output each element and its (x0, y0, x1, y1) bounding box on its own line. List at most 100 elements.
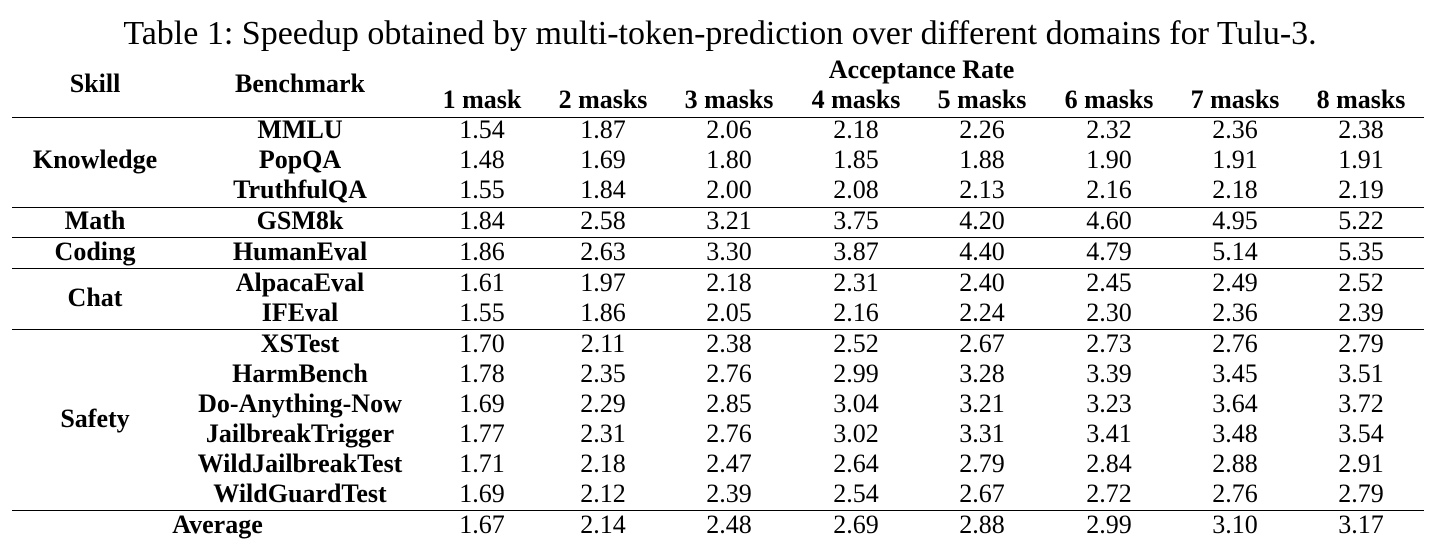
table-cell: 4.95 (1212, 206, 1258, 235)
table-cell: 3.72 (1338, 389, 1384, 418)
table-cell: 2.85 (706, 389, 752, 418)
average-cell: 3.10 (1212, 510, 1258, 539)
table-cell: 1.69 (459, 479, 505, 508)
average-cell: 2.14 (580, 510, 626, 539)
table-cell: 3.51 (1338, 359, 1384, 388)
benchmark-label: HarmBench (232, 359, 368, 388)
table-cell: 2.72 (1086, 479, 1132, 508)
table-cell: 3.45 (1212, 359, 1258, 388)
table-cell: 1.69 (459, 389, 505, 418)
table-cell: 3.21 (959, 389, 1005, 418)
average-cell: 2.99 (1086, 510, 1132, 539)
header-column: 7 masks (1190, 85, 1280, 114)
table-cell: 2.38 (706, 329, 752, 358)
table-rule (12, 510, 1424, 511)
skill-label: Coding (54, 237, 136, 266)
table-rule (12, 117, 1424, 118)
header-acceptance-rate: Acceptance Rate (828, 55, 1015, 84)
table-cell: 2.24 (959, 298, 1005, 327)
table-cell: 3.31 (959, 419, 1005, 448)
table-cell: 2.12 (580, 479, 626, 508)
table-cell: 1.91 (1212, 145, 1258, 174)
average-cell: 3.17 (1338, 510, 1384, 539)
table-cell: 2.36 (1212, 298, 1258, 327)
table-cell: 1.90 (1086, 145, 1132, 174)
table-cell: 2.79 (1338, 329, 1384, 358)
benchmark-label: GSM8k (256, 206, 344, 235)
table-cell: 1.55 (459, 175, 505, 204)
table-cell: 3.75 (833, 206, 879, 235)
table-cell: 2.67 (959, 479, 1005, 508)
skill-label: Knowledge (32, 145, 158, 174)
header-benchmark: Benchmark (235, 69, 365, 98)
table-cell: 2.29 (580, 389, 626, 418)
table-cell: 2.18 (706, 268, 752, 297)
benchmark-label: XSTest (260, 329, 340, 358)
benchmark-label: HumanEval (232, 237, 368, 266)
table-cell: 2.26 (959, 115, 1005, 144)
table-cell: 2.64 (833, 449, 879, 478)
benchmark-label: JailbreakTrigger (205, 419, 395, 448)
table-cell: 4.60 (1086, 206, 1132, 235)
table-cell: 1.55 (459, 298, 505, 327)
table-rule (12, 237, 1424, 238)
header-column: 4 masks (811, 85, 901, 114)
table-cell: 2.84 (1086, 449, 1132, 478)
table-cell: 4.20 (959, 206, 1005, 235)
table-cell: 2.88 (1212, 449, 1258, 478)
table-cell: 3.39 (1086, 359, 1132, 388)
table-cell: 3.48 (1212, 419, 1258, 448)
table-cell: 1.80 (706, 145, 752, 174)
table-cell: 5.14 (1212, 237, 1258, 266)
table-cell: 1.84 (580, 175, 626, 204)
table-cell: 3.21 (706, 206, 752, 235)
table-cell: 3.23 (1086, 389, 1132, 418)
table-cell: 2.31 (833, 268, 879, 297)
table-cell: 1.70 (459, 329, 505, 358)
table-cell: 2.58 (580, 206, 626, 235)
table-cell: 1.91 (1338, 145, 1384, 174)
table-cell: 2.39 (706, 479, 752, 508)
table-cell: 2.13 (959, 175, 1005, 204)
benchmark-label: Do-Anything-Now (198, 389, 402, 418)
skill-label: Math (64, 206, 126, 235)
table-cell: 3.54 (1338, 419, 1384, 448)
table-cell: 1.85 (833, 145, 879, 174)
benchmark-label: AlpacaEval (235, 268, 365, 297)
table-cell: 2.08 (833, 175, 879, 204)
table-caption: Table 1: Speedup obtained by multi-token… (123, 15, 1317, 52)
table-cell: 2.91 (1338, 449, 1384, 478)
table-cell: 3.28 (959, 359, 1005, 388)
table-cell: 1.48 (459, 145, 505, 174)
benchmark-label: WildJailbreakTest (197, 449, 403, 478)
table-cell: 2.99 (833, 359, 879, 388)
table-rule (12, 207, 1424, 208)
table-cell: 2.40 (959, 268, 1005, 297)
benchmark-label: PopQA (258, 145, 342, 174)
table-cell: 1.86 (459, 237, 505, 266)
table-cell: 2.18 (580, 449, 626, 478)
table-cell: 2.16 (1086, 175, 1132, 204)
header-column: 1 mask (442, 85, 522, 114)
table-cell: 2.06 (706, 115, 752, 144)
table-cell: 1.84 (459, 206, 505, 235)
average-cell: 2.88 (959, 510, 1005, 539)
table-cell: 2.63 (580, 237, 626, 266)
table-rule (12, 329, 1424, 330)
table-cell: 2.00 (706, 175, 752, 204)
table-cell: 2.76 (706, 419, 752, 448)
table-cell: 1.88 (959, 145, 1005, 174)
table-cell: 5.22 (1338, 206, 1384, 235)
table-cell: 2.38 (1338, 115, 1384, 144)
table-cell: 1.97 (580, 268, 626, 297)
header-column: 3 masks (684, 85, 774, 114)
table-cell: 2.30 (1086, 298, 1132, 327)
average-cell: 2.69 (833, 510, 879, 539)
benchmark-label: WildGuardTest (213, 479, 387, 508)
table-cell: 2.52 (833, 329, 879, 358)
table-cell: 3.87 (833, 237, 879, 266)
header-column: 6 masks (1064, 85, 1154, 114)
header-column: 8 masks (1316, 85, 1406, 114)
table-cell: 2.16 (833, 298, 879, 327)
